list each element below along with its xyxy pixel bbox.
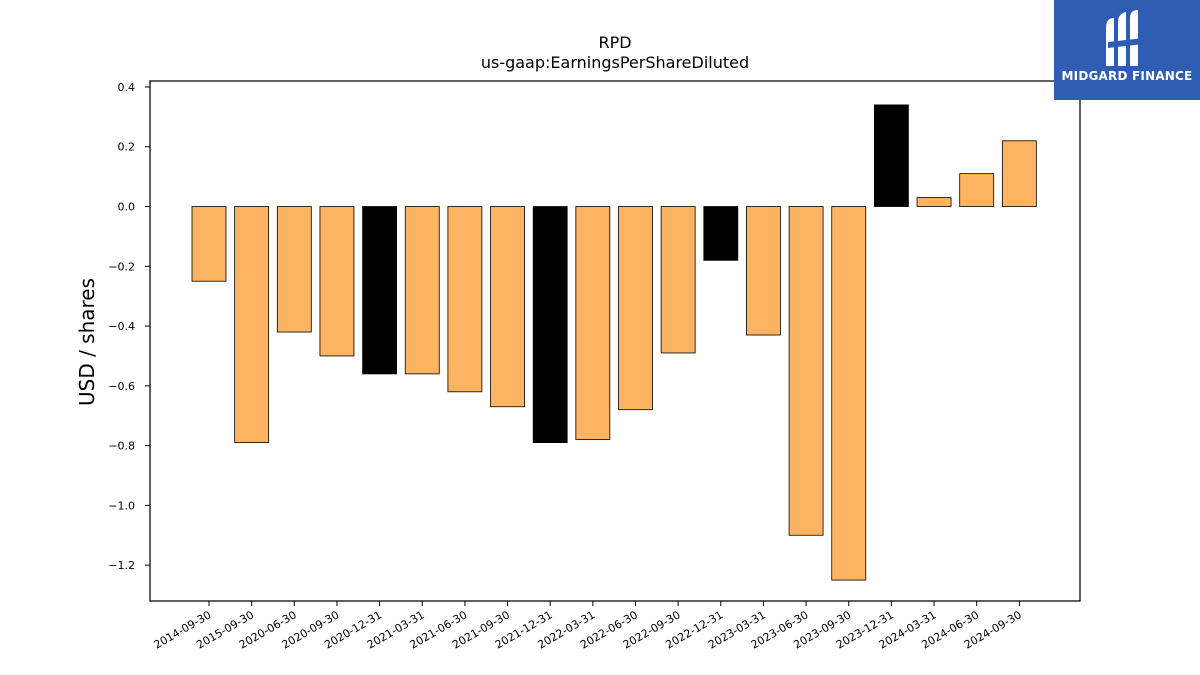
bar-2021-12-31 bbox=[532, 206, 568, 444]
y-tick-label: −1.2 bbox=[108, 559, 135, 572]
bar-2021-03-31 bbox=[404, 206, 440, 375]
y-tick-label: 0.4 bbox=[118, 81, 136, 94]
bar-2024-03-31 bbox=[916, 197, 952, 207]
y-axis-label: USD / shares bbox=[75, 278, 99, 406]
bar-2022-12-31 bbox=[703, 206, 739, 261]
bar-2023-03-31 bbox=[746, 206, 781, 336]
bar-2022-03-31 bbox=[575, 206, 611, 441]
bar-2021-09-30 bbox=[490, 206, 525, 408]
y-tick-label: −0.8 bbox=[108, 440, 135, 453]
y-ticks-group: 0.4 0.2 0.0 −0.2 −0.4 −0.6 −0.8 −1.0 −1.2 bbox=[108, 81, 150, 572]
midgard-logo-icon bbox=[1106, 10, 1144, 66]
bar-2021-06-30 bbox=[447, 206, 483, 393]
y-tick-label: −0.6 bbox=[108, 380, 135, 393]
brand-logo: MIDGARD FINANCE bbox=[1054, 0, 1200, 100]
bar-2023-12-31 bbox=[874, 104, 909, 207]
bar-2023-06-30 bbox=[788, 206, 824, 536]
chart-subtitle: us-gaap:EarningsPerShareDiluted bbox=[481, 53, 749, 72]
bar-2022-09-30 bbox=[660, 206, 696, 354]
y-tick-label: 0.2 bbox=[118, 141, 136, 154]
bar-2024-09-30 bbox=[1001, 140, 1037, 207]
y-tick-label: −1.0 bbox=[108, 499, 135, 512]
bar-2024-06-30 bbox=[959, 173, 995, 207]
bar-2014-09-30 bbox=[191, 206, 227, 282]
bars-group bbox=[191, 104, 1037, 581]
bar-2020-12-31 bbox=[362, 206, 398, 375]
chart-title: RPD bbox=[598, 33, 631, 52]
bar-2015-09-30 bbox=[234, 206, 270, 444]
logo-text: MIDGARD FINANCE bbox=[1061, 69, 1193, 83]
y-tick-label: −0.4 bbox=[108, 320, 135, 333]
bar-2023-09-30 bbox=[831, 206, 867, 581]
bar-2020-06-30 bbox=[276, 206, 312, 333]
x-ticks-group: 2014-09-302015-09-302020-06-302020-09-30… bbox=[152, 601, 1024, 652]
plot-frame bbox=[149, 80, 1081, 602]
y-tick-label: −0.2 bbox=[108, 260, 135, 273]
bar-2020-09-30 bbox=[319, 206, 355, 357]
bar-2022-06-30 bbox=[618, 206, 653, 411]
y-tick-label: 0.0 bbox=[118, 201, 136, 214]
